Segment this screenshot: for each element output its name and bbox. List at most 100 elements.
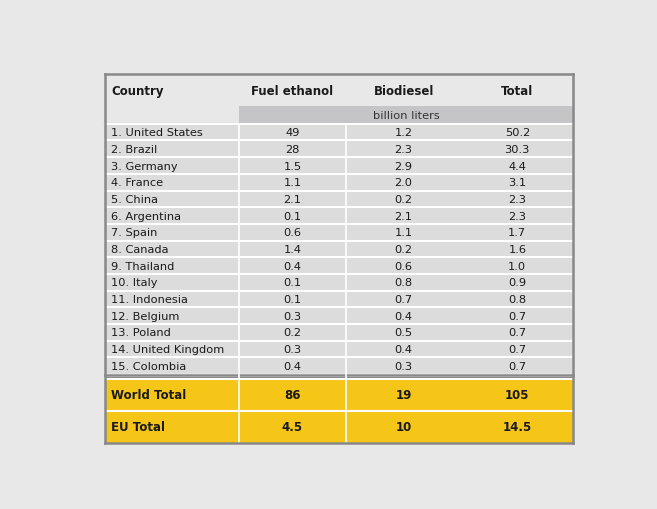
Bar: [238, 379, 346, 411]
Bar: [105, 141, 238, 158]
Bar: [105, 307, 238, 324]
Text: 19: 19: [396, 388, 412, 402]
Bar: [238, 241, 346, 258]
Text: 1.1: 1.1: [283, 178, 302, 188]
Text: Biodiesel: Biodiesel: [373, 84, 434, 97]
Bar: [105, 258, 238, 274]
Text: 0.6: 0.6: [283, 228, 302, 238]
Bar: [105, 208, 238, 224]
Text: 0.3: 0.3: [283, 344, 302, 354]
Bar: [461, 258, 574, 274]
Bar: [461, 141, 574, 158]
Text: Fuel ethanol: Fuel ethanol: [252, 84, 334, 97]
Bar: [238, 208, 346, 224]
Bar: [105, 358, 238, 374]
Text: 1.2: 1.2: [395, 128, 413, 138]
Text: 2.9: 2.9: [395, 161, 413, 171]
Bar: [238, 358, 346, 374]
Text: 2.3: 2.3: [509, 194, 526, 205]
Text: Total: Total: [501, 84, 533, 97]
Bar: [461, 324, 574, 341]
Bar: [238, 175, 346, 191]
Text: 49: 49: [285, 128, 300, 138]
Text: 0.1: 0.1: [283, 294, 302, 304]
Bar: [346, 158, 461, 175]
Text: 0.1: 0.1: [283, 278, 302, 288]
Text: 1.6: 1.6: [509, 244, 526, 254]
Bar: [105, 191, 238, 208]
Bar: [238, 341, 346, 358]
Bar: [105, 324, 238, 341]
Text: 105: 105: [505, 388, 530, 402]
Bar: [105, 75, 238, 107]
Bar: [238, 125, 346, 141]
Bar: [461, 341, 574, 358]
Bar: [238, 258, 346, 274]
Text: 1.0: 1.0: [509, 261, 526, 271]
Text: EU Total: EU Total: [111, 420, 165, 434]
Text: 7. Spain: 7. Spain: [111, 228, 158, 238]
Text: 0.7: 0.7: [509, 344, 526, 354]
Text: 9. Thailand: 9. Thailand: [111, 261, 175, 271]
Text: 0.6: 0.6: [395, 261, 413, 271]
Bar: [346, 324, 461, 341]
Bar: [346, 291, 461, 307]
Text: 15. Colombia: 15. Colombia: [111, 361, 187, 371]
Bar: [346, 307, 461, 324]
Bar: [105, 158, 238, 175]
Text: 0.4: 0.4: [395, 344, 413, 354]
Bar: [461, 307, 574, 324]
Bar: [105, 241, 238, 258]
Text: 14.5: 14.5: [503, 420, 532, 434]
Bar: [105, 274, 238, 291]
Text: 2. Brazil: 2. Brazil: [111, 145, 158, 155]
Text: billion liters: billion liters: [373, 111, 440, 121]
Text: 11. Indonesia: 11. Indonesia: [111, 294, 188, 304]
Bar: [238, 307, 346, 324]
Text: 8. Canada: 8. Canada: [111, 244, 169, 254]
Text: 0.8: 0.8: [395, 278, 413, 288]
Bar: [238, 158, 346, 175]
Bar: [346, 379, 461, 411]
Bar: [461, 274, 574, 291]
Text: 1.5: 1.5: [283, 161, 302, 171]
Text: 2.1: 2.1: [395, 211, 413, 221]
Bar: [461, 358, 574, 374]
Text: 13. Poland: 13. Poland: [111, 328, 171, 337]
Text: 28: 28: [285, 145, 300, 155]
Text: 12. Belgium: 12. Belgium: [111, 311, 179, 321]
Text: 4.4: 4.4: [509, 161, 526, 171]
Text: 3. Germany: 3. Germany: [111, 161, 178, 171]
Bar: [238, 75, 346, 107]
Bar: [346, 358, 461, 374]
Text: 2.3: 2.3: [509, 211, 526, 221]
Bar: [238, 107, 574, 125]
Text: 0.5: 0.5: [395, 328, 413, 337]
Bar: [461, 125, 574, 141]
Bar: [461, 291, 574, 307]
Bar: [346, 191, 461, 208]
Text: 2.3: 2.3: [395, 145, 413, 155]
Text: 1.1: 1.1: [395, 228, 413, 238]
Text: 10. Italy: 10. Italy: [111, 278, 158, 288]
Text: 3.1: 3.1: [509, 178, 526, 188]
Text: 0.3: 0.3: [283, 311, 302, 321]
Text: 1.4: 1.4: [283, 244, 302, 254]
Text: 6. Argentina: 6. Argentina: [111, 211, 181, 221]
Text: 5. China: 5. China: [111, 194, 158, 205]
Bar: [346, 175, 461, 191]
Bar: [105, 411, 238, 443]
Bar: [105, 224, 238, 241]
Bar: [238, 274, 346, 291]
Text: 0.3: 0.3: [395, 361, 413, 371]
Bar: [238, 411, 346, 443]
Text: 1. United States: 1. United States: [111, 128, 203, 138]
Bar: [238, 191, 346, 208]
Text: 14. United Kingdom: 14. United Kingdom: [111, 344, 225, 354]
Text: 86: 86: [284, 388, 301, 402]
Bar: [461, 191, 574, 208]
Bar: [461, 379, 574, 411]
Bar: [346, 75, 461, 107]
Text: 10: 10: [396, 420, 412, 434]
Bar: [346, 241, 461, 258]
